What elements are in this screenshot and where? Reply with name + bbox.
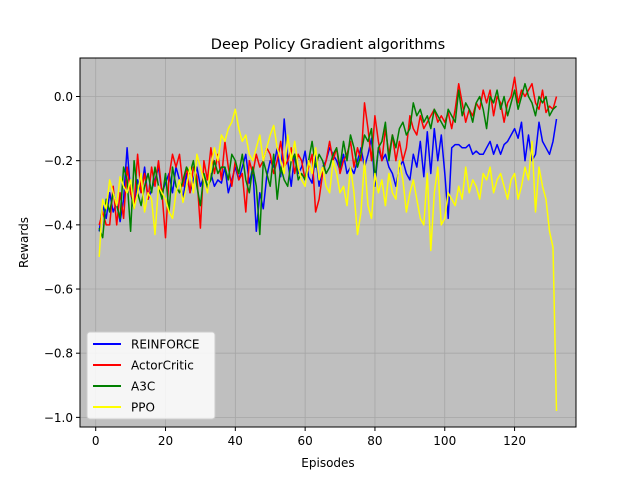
x-tick-label: 0: [92, 434, 100, 448]
legend-label: PPO: [131, 401, 155, 415]
y-tick-label: −0.6: [44, 283, 73, 297]
chart-title: Deep Policy Gradient algorithms: [211, 37, 445, 53]
y-tick-label: −0.4: [44, 218, 73, 232]
x-tick-label: 100: [433, 434, 456, 448]
legend-label: A3C: [131, 380, 155, 394]
legend: REINFORCE ActorCritic A3C PPO: [86, 331, 216, 420]
x-axis-label: Episodes: [301, 456, 354, 470]
x-tick-label: 20: [158, 434, 173, 448]
y-tick-label: −0.2: [44, 154, 73, 168]
y-axis-label: Rewards: [17, 217, 31, 268]
legend-label: REINFORCE: [131, 338, 199, 352]
y-tick-label: −1.0: [44, 411, 73, 425]
x-tick-label: 80: [367, 434, 382, 448]
legend-box: [86, 331, 216, 420]
x-tick-label: 40: [228, 434, 243, 448]
plot-frame: [79, 57, 577, 428]
series-line-actorcritic: [98, 76, 558, 239]
legend-label: ActorCritic: [131, 359, 194, 373]
x-axis: 0 20 40 60 80 100 120: [92, 427, 526, 448]
series-layer: [98, 76, 558, 412]
y-axis: −1.0 −0.8 −0.6 −0.4 −0.2 0.0: [44, 90, 80, 425]
x-tick-label: 60: [297, 434, 312, 448]
y-tick-label: −0.8: [44, 347, 73, 361]
y-tick-label: 0.0: [54, 90, 73, 104]
series-line-ppo: [98, 108, 558, 412]
x-tick-label: 120: [503, 434, 526, 448]
series-line-a3c: [98, 82, 558, 239]
